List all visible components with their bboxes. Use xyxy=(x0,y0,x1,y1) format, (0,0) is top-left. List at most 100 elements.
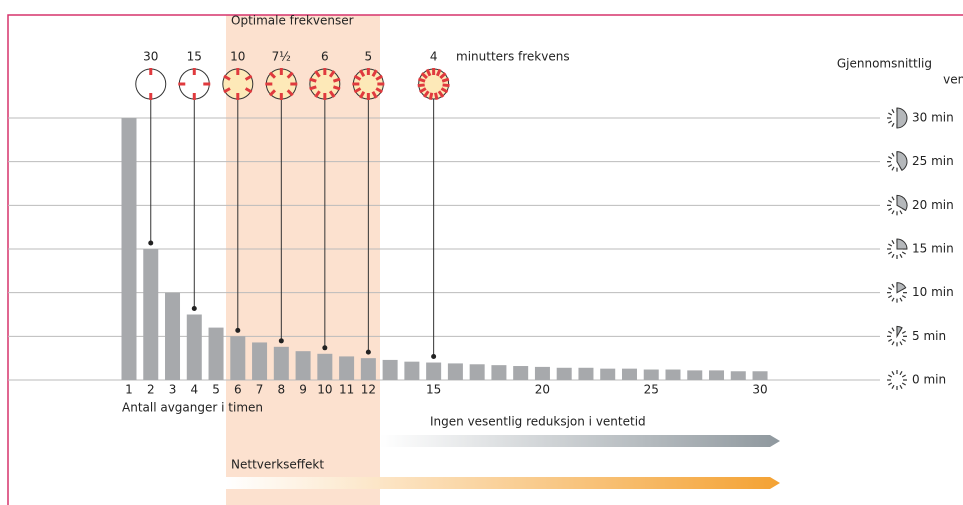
leader-dot xyxy=(365,349,371,355)
bar xyxy=(709,370,725,380)
clock-tick xyxy=(891,166,895,171)
clock-sector xyxy=(896,194,908,212)
frequency-dash xyxy=(435,68,442,77)
clock-tick xyxy=(888,243,893,247)
clock-tick xyxy=(888,156,893,160)
clock-tick xyxy=(899,253,903,258)
arrow xyxy=(380,435,780,447)
clock-sector xyxy=(896,107,908,129)
clock-sector xyxy=(896,151,908,172)
y2-tick-label: 25 min xyxy=(912,154,954,168)
bar xyxy=(469,364,485,380)
highlight-band xyxy=(226,15,380,505)
y2-tick-label: 10 min xyxy=(912,285,954,299)
clock-tick xyxy=(899,210,903,215)
bar xyxy=(665,369,681,380)
clock-tick xyxy=(901,374,906,378)
x-tick-label: 1 xyxy=(125,383,133,397)
clock-tick xyxy=(899,341,903,346)
bar xyxy=(447,363,463,380)
frequency-unit: minutters frekvens xyxy=(456,50,570,64)
x-tick-label: 2 xyxy=(147,383,155,397)
bar xyxy=(752,371,768,380)
bar xyxy=(165,292,181,380)
frequency-dash xyxy=(375,74,383,81)
bar xyxy=(208,327,224,380)
frequency-label: 15 xyxy=(187,50,202,64)
bar xyxy=(382,359,398,380)
frequency-dash xyxy=(353,74,362,81)
frequency-dash xyxy=(375,87,383,94)
x-tick-label: 7 xyxy=(256,383,264,397)
leader-dot xyxy=(191,306,197,311)
x-tick-label: 5 xyxy=(212,383,220,397)
clock-tick xyxy=(891,283,895,288)
frequency-label: 4 xyxy=(430,50,438,64)
frequency-dash xyxy=(286,89,294,97)
clock-sector xyxy=(896,282,907,294)
clock-tick xyxy=(888,199,893,203)
clock-tick xyxy=(891,196,895,201)
clock-tick xyxy=(899,384,903,389)
frequency-dash xyxy=(309,77,317,83)
x-tick-label: 8 xyxy=(277,383,285,397)
bar xyxy=(252,342,268,380)
y2-title: ventetid xyxy=(943,73,963,87)
clock-tick xyxy=(899,297,903,302)
frequency-dash xyxy=(332,85,341,91)
clock-tick xyxy=(888,207,893,211)
arrow-label: Ingen vesentlig reduksjon i ventetid xyxy=(430,415,646,429)
arrow xyxy=(226,477,780,489)
clock-tick xyxy=(901,330,906,334)
x-axis-title: Antall avganger i timen xyxy=(122,401,263,415)
clock-tick xyxy=(888,112,893,116)
bar xyxy=(121,118,137,380)
frequency-dash xyxy=(371,69,378,77)
leader-dot xyxy=(322,345,328,351)
bar xyxy=(295,351,311,380)
x-tick-label: 12 xyxy=(361,383,376,397)
clock-tick xyxy=(901,251,906,255)
bar xyxy=(491,365,507,380)
frequency-dash xyxy=(441,77,450,83)
bar xyxy=(339,356,355,380)
x-tick-label: 4 xyxy=(190,383,198,397)
clock-tick xyxy=(888,295,893,299)
clock-tick xyxy=(901,382,906,386)
x-tick-label: 9 xyxy=(299,383,307,397)
bar xyxy=(186,314,202,380)
bar xyxy=(360,358,376,380)
frequency-dash xyxy=(417,77,426,83)
bar xyxy=(687,370,703,380)
frequency-dash xyxy=(328,90,336,98)
bar xyxy=(426,362,442,380)
frequency-dash xyxy=(425,68,432,77)
highlight-label: Optimale frekvenser xyxy=(231,14,354,28)
bar xyxy=(404,361,420,380)
frequency-dash xyxy=(328,70,336,78)
frame xyxy=(7,14,963,505)
clock-tick xyxy=(888,382,893,386)
y2-tick-label: 15 min xyxy=(912,242,954,256)
clock-tick xyxy=(891,327,895,332)
clock-tick xyxy=(888,164,893,168)
bar xyxy=(230,336,246,380)
frequency-label: 10 xyxy=(230,50,245,64)
frequency-dash xyxy=(223,87,231,94)
frequency-dash xyxy=(439,72,447,80)
x-tick-label: 30 xyxy=(752,383,767,397)
frequency-dash xyxy=(314,90,321,98)
clock-tick xyxy=(891,341,895,346)
leader-dot xyxy=(148,240,154,246)
frequency-dash xyxy=(244,74,253,81)
x-tick-label: 15 xyxy=(426,383,441,397)
frequency-dash xyxy=(428,92,434,100)
frequency-dash xyxy=(268,89,277,97)
bar xyxy=(273,346,289,380)
frequency-dash xyxy=(417,83,425,88)
frequency-dash xyxy=(286,71,294,79)
y2-tick-label: 20 min xyxy=(912,198,954,212)
frequency-dash xyxy=(359,91,366,99)
bar xyxy=(643,369,659,380)
frequency-dash xyxy=(420,72,428,80)
